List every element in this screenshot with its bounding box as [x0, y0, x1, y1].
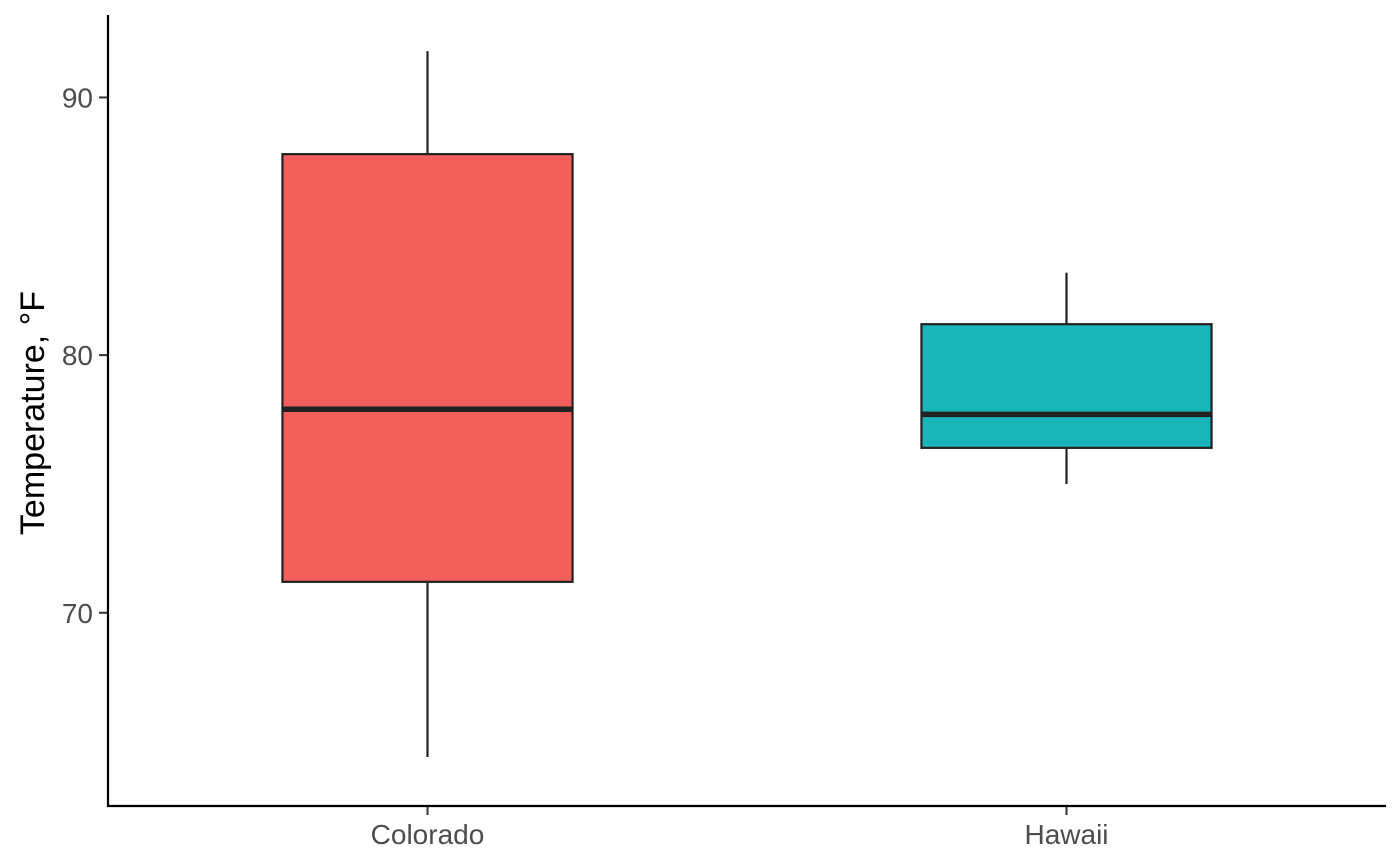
y-axis-title: Temperature, °F — [14, 291, 52, 535]
plot-area — [281, 51, 1213, 758]
y-tick-label: 80 — [62, 340, 93, 371]
box-colorado — [281, 153, 574, 583]
y-tick-label: 90 — [62, 82, 93, 113]
y-axis-ticks: 70 80 90 — [62, 82, 108, 629]
box-hawaii — [920, 323, 1213, 449]
y-tick-label: 70 — [62, 598, 93, 629]
x-axis-ticks: Colorado Hawaii — [371, 806, 1109, 850]
x-tick-label: Hawaii — [1024, 819, 1108, 850]
x-tick-label: Colorado — [371, 819, 485, 850]
